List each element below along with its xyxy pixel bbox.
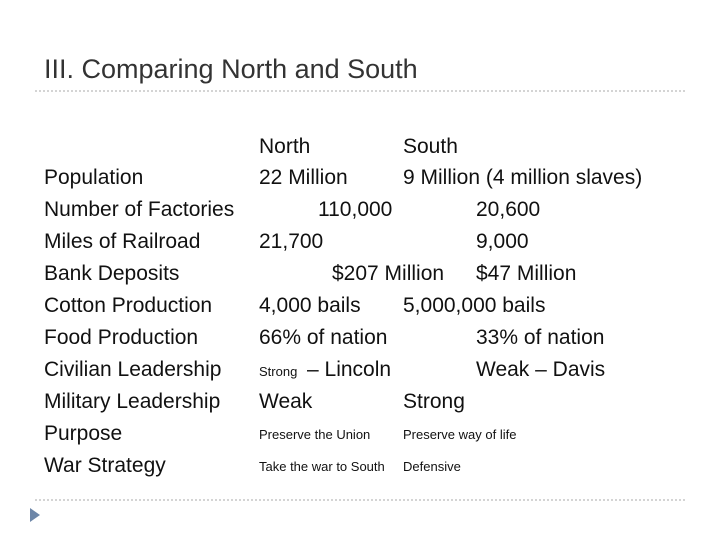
row-label: Cotton Production [44,294,212,317]
cell: $207 Million [332,262,444,285]
cell: 4,000 bails [259,294,361,317]
cell: Preserve the Union [259,427,370,442]
cell: $47 Million [476,262,576,285]
row-label: Military Leadership [44,390,220,413]
row-label: Population [44,166,143,189]
row-label: War Strategy [44,454,166,477]
cell: Take the war to South [259,459,385,474]
cell: Strong [403,390,465,413]
cell: 9 Million (4 million slaves) [403,166,642,189]
cell: Weak [259,390,313,413]
cell: 33% of nation [476,326,604,349]
slide-title: III. Comparing North and South [44,54,418,84]
header-cell: North [259,135,310,158]
cell: Defensive [403,459,461,474]
row-label: Purpose [44,422,122,445]
header-cell: South [403,135,458,158]
cell: 110,000 [318,198,392,221]
cell: 66% of nation [259,326,387,349]
row-label: Civilian Leadership [44,358,221,381]
row-label: Number of Factories [44,198,234,221]
cell-part: Strong [259,364,297,379]
cell: 22 Million [259,166,348,189]
cell: Preserve way of life [403,427,516,442]
cell: 9,000 [476,230,529,253]
cell-part: – Lincoln [307,358,391,381]
row-label: Food Production [44,326,198,349]
row-label: Bank Deposits [44,262,179,285]
cell: Weak – Davis [476,358,605,381]
cell: 5,000,000 bails [403,294,545,317]
row-label: Miles of Railroad [44,230,200,253]
bullet-icon [30,508,40,522]
cell: 20,600 [476,198,540,221]
cell: 21,700 [259,230,323,253]
